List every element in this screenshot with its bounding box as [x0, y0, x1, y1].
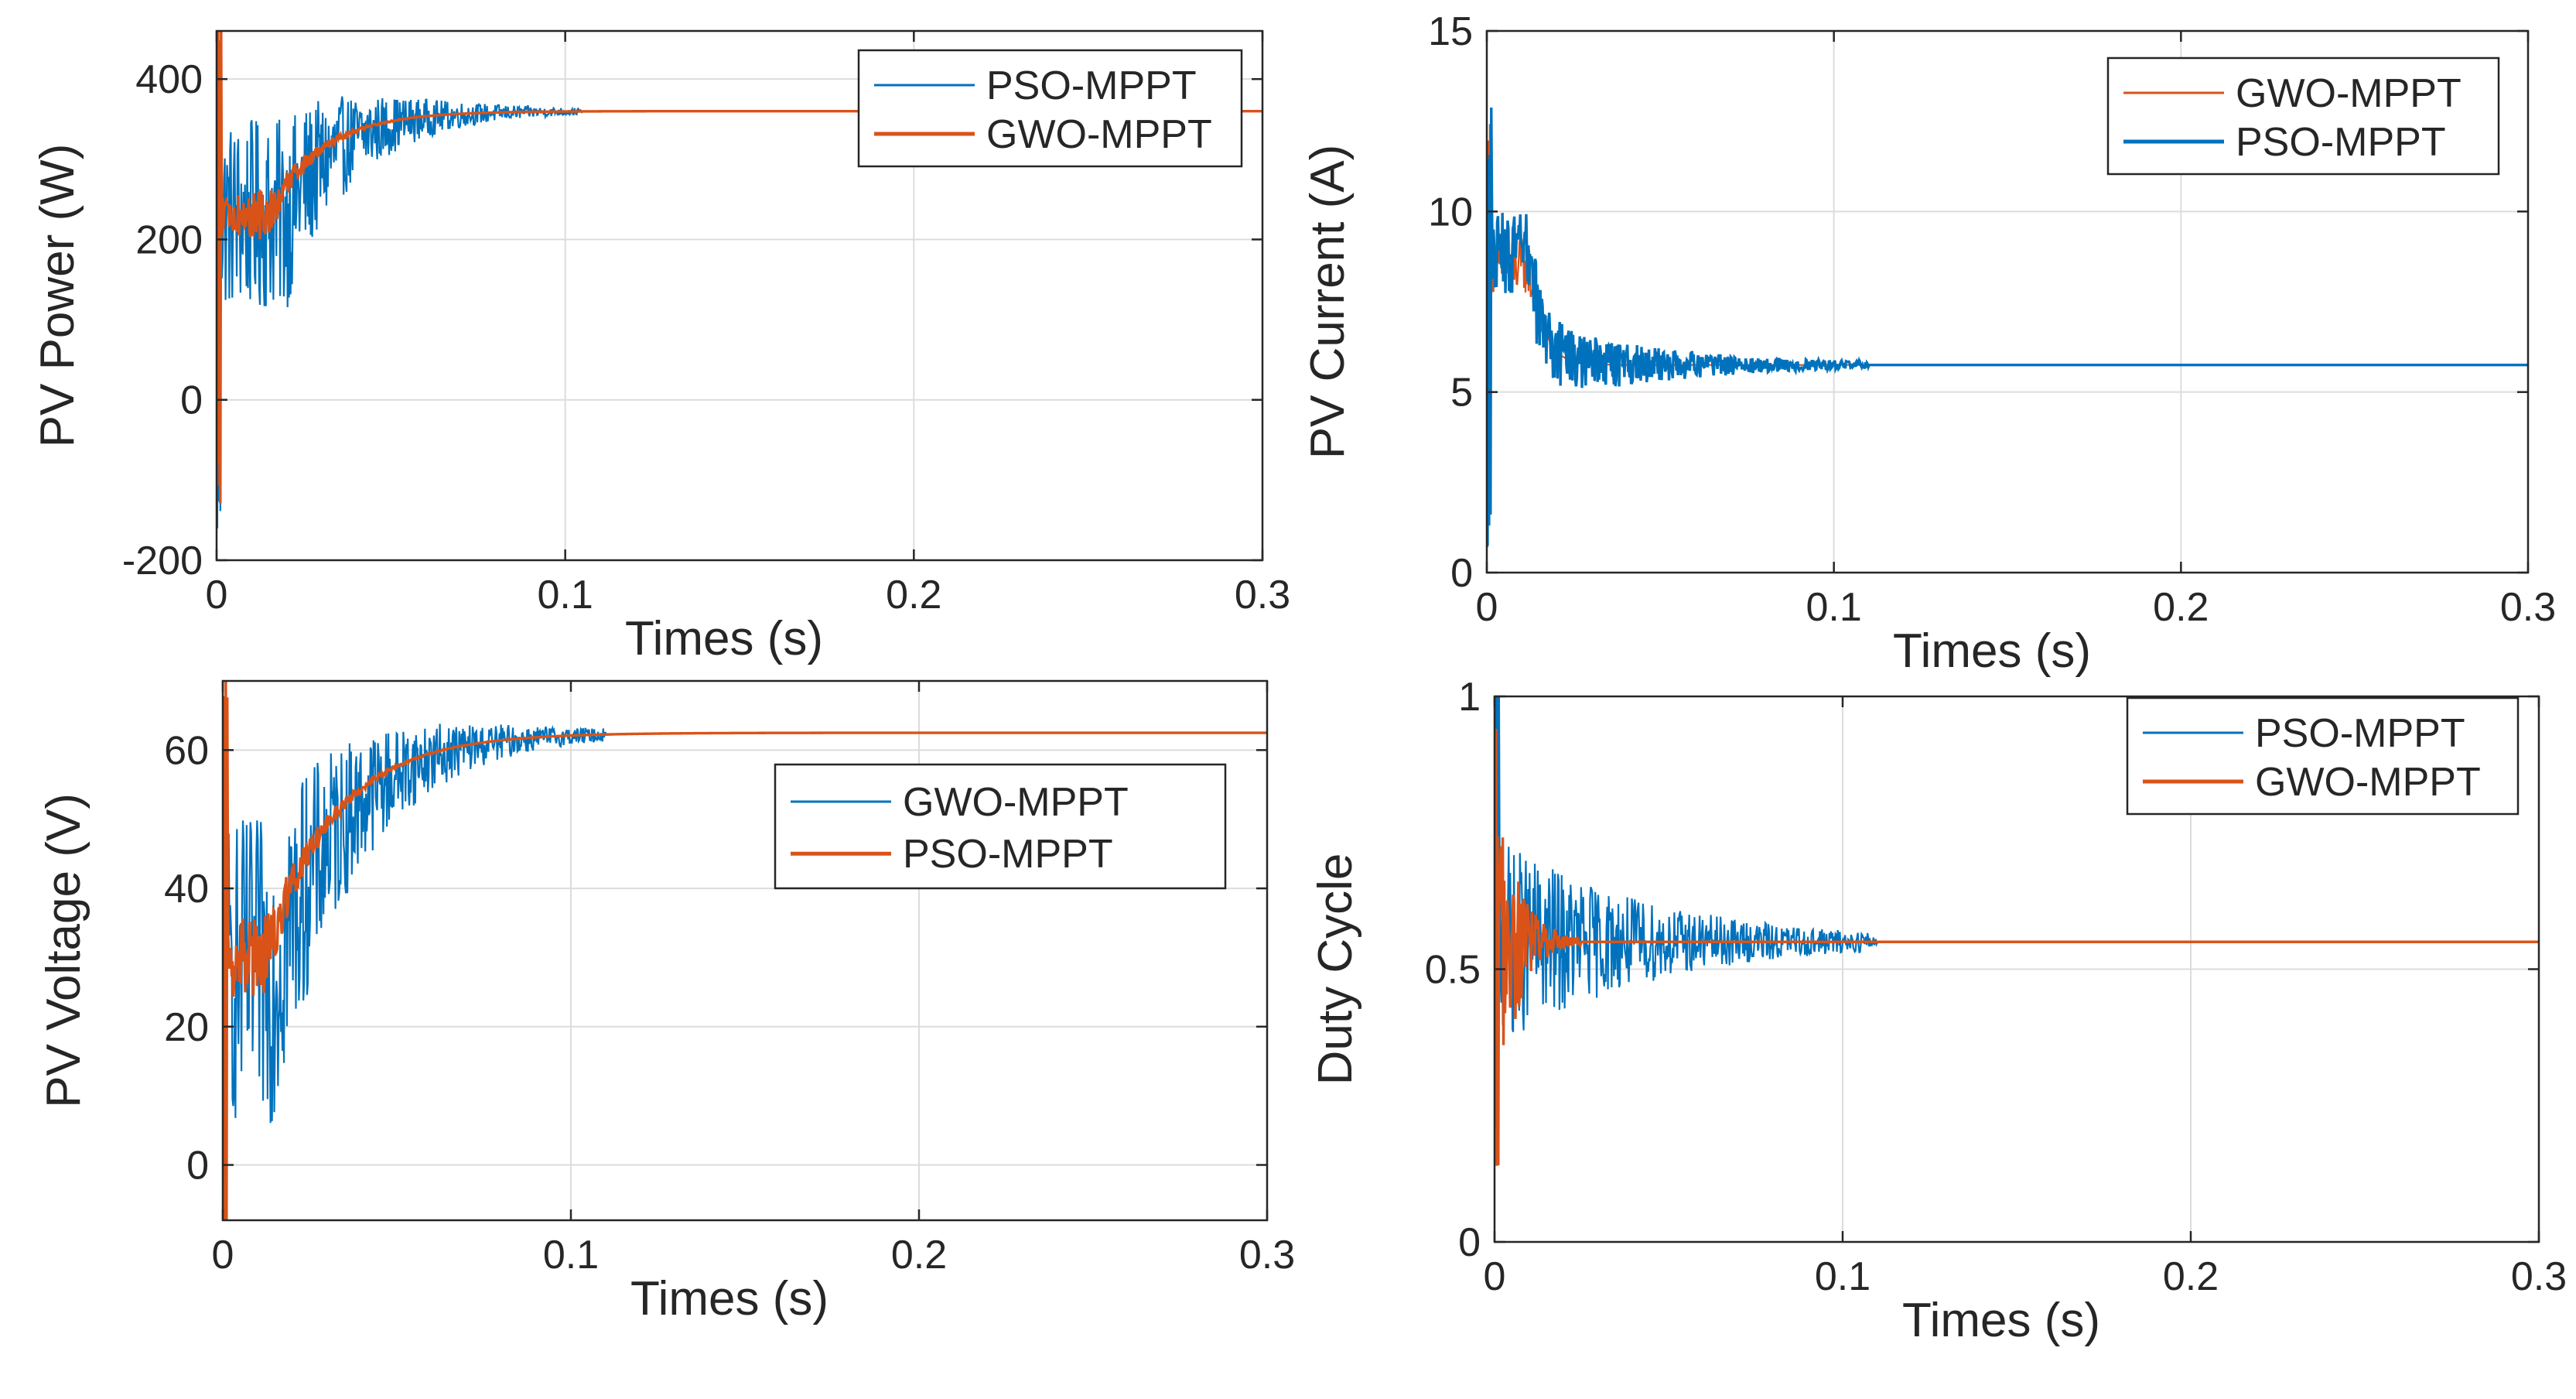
x-tick-label: 0.1: [1815, 1254, 1871, 1299]
series-group: [1487, 108, 2528, 547]
y-tick-label: 10: [1428, 190, 1473, 234]
x-tick-label: 0.1: [1806, 585, 1862, 630]
y-tick-label: 200: [135, 217, 203, 262]
series-line-pso-mppt: [223, 681, 1267, 1220]
axes-box: [221, 679, 1269, 1222]
x-tick-label: 0.2: [891, 1233, 947, 1278]
y-tick-label: 40: [164, 867, 209, 912]
series-group: [1495, 696, 2539, 1166]
legend-label-pso-mppt: PSO-MPPT: [2255, 711, 2465, 756]
legend-box: [857, 49, 1243, 168]
legend-label-gwo-mppt: GWO-MPPT: [2255, 760, 2481, 805]
legend-box: [2126, 696, 2520, 816]
legend-label-pso-mppt: PSO-MPPT: [986, 63, 1197, 108]
chart-4: 0 0.1 0.2 0.3 0 0.5 1 Times (s) Duty Cycle PSO-MP…: [1309, 675, 2567, 1347]
x-tick-label: 0: [212, 1233, 234, 1278]
axes-box: [215, 29, 1264, 562]
legend-label-pso-mppt: PSO-MPPT: [2236, 120, 2446, 165]
x-tick-label: 0.3: [1239, 1233, 1295, 1278]
legend-box: [2106, 56, 2500, 176]
y-axis-label: Duty Cycle: [1309, 853, 1362, 1086]
legend-label-gwo-mppt: GWO-MPPT: [986, 112, 1212, 157]
y-tick-label: 1: [1458, 675, 1481, 720]
y-tick-label: 20: [164, 1005, 209, 1050]
x-axis-label: Times (s): [630, 1272, 828, 1325]
chart-2: 0 0.1 0.2 0.3 0 5 10 15 Times (s) PV Current (A) G…: [1301, 9, 2556, 678]
y-axis-label: PV Power (W): [31, 144, 84, 448]
chart-3: 0 0.1 0.2 0.3 0 20 40 60 Times (s) PV Voltage (V)…: [37, 679, 1295, 1325]
series-group: [223, 681, 1267, 1220]
x-tick-label: 0.2: [2153, 585, 2209, 630]
series-line-pso-mppt: [1487, 108, 2528, 546]
legend-label-pso-mppt: PSO-MPPT: [903, 832, 1113, 877]
legend-label-gwo-mppt: GWO-MPPT: [903, 780, 1129, 825]
y-axis-label: PV Current (A): [1301, 145, 1355, 460]
y-tick-label: 0: [1458, 1220, 1481, 1265]
y-tick-label: -200: [122, 539, 203, 583]
y-tick-label: 60: [164, 728, 209, 773]
y-tick-label: 400: [135, 57, 203, 102]
y-tick-label: 0: [180, 378, 203, 423]
x-tick-label: 0.3: [2500, 585, 2556, 630]
y-tick-label: 5: [1450, 371, 1473, 416]
x-axis-label: Times (s): [1902, 1294, 2100, 1347]
x-tick-label: 0: [1476, 585, 1498, 630]
x-tick-label: 0.2: [886, 573, 941, 617]
legend-label-gwo-mppt: GWO-MPPT: [2236, 71, 2462, 116]
legend: GWO-MPPT PSO-MPPT: [774, 763, 1227, 890]
x-tick-label: 0.3: [1235, 573, 1290, 617]
x-tick-label: 0.2: [2163, 1254, 2219, 1299]
x-tick-label: 0.3: [2511, 1254, 2567, 1299]
legend-box: [774, 763, 1227, 890]
y-tick-label: 0: [1450, 551, 1473, 596]
x-tick-label: 0.1: [543, 1233, 599, 1278]
series-line-gwo-mppt: [1495, 729, 2539, 1166]
x-tick-label: 0: [1484, 1254, 1506, 1299]
axes-box: [1485, 29, 2530, 574]
x-axis-label: Times (s): [1893, 624, 2091, 678]
x-tick-label: 0: [206, 573, 228, 617]
y-axis-label: PV Voltage (V): [37, 793, 91, 1108]
x-axis-label: Times (s): [625, 612, 823, 665]
x-tick-label: 0.1: [538, 573, 593, 617]
y-tick-label: 0: [186, 1144, 209, 1189]
y-tick-label: 0.5: [1425, 948, 1481, 993]
y-tick-label: 15: [1428, 9, 1473, 54]
